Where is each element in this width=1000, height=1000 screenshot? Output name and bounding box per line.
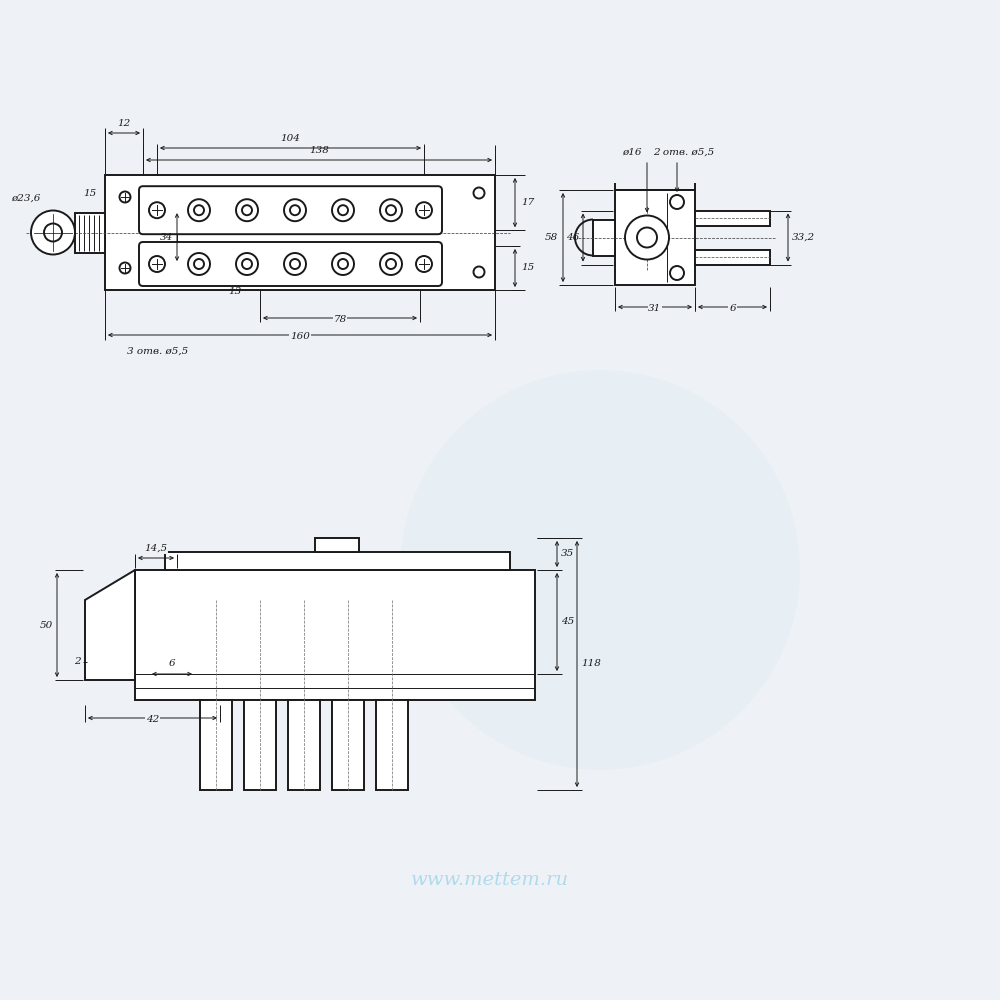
Text: ø23,6: ø23,6 — [11, 194, 41, 202]
Circle shape — [236, 253, 258, 275]
Circle shape — [670, 195, 684, 209]
Text: 14,5: 14,5 — [144, 544, 168, 553]
Text: 2: 2 — [74, 658, 81, 666]
Bar — [593, 220, 615, 255]
Circle shape — [474, 266, 484, 277]
Circle shape — [31, 211, 75, 254]
Circle shape — [242, 259, 252, 269]
Circle shape — [416, 202, 432, 218]
Circle shape — [236, 199, 258, 221]
Text: 42: 42 — [146, 715, 159, 724]
Text: 58: 58 — [545, 233, 558, 242]
FancyBboxPatch shape — [139, 186, 442, 234]
Text: 46: 46 — [566, 233, 579, 242]
Text: 31: 31 — [648, 304, 662, 313]
Text: 45: 45 — [561, 617, 574, 626]
Bar — [332, 700, 364, 790]
Text: 17: 17 — [521, 198, 534, 207]
Circle shape — [625, 216, 669, 259]
Bar — [695, 249, 770, 264]
Circle shape — [120, 192, 130, 202]
Circle shape — [670, 266, 684, 280]
Text: 138: 138 — [309, 146, 329, 155]
Bar — [288, 700, 320, 790]
Circle shape — [194, 205, 204, 215]
Text: 15: 15 — [84, 188, 97, 198]
Circle shape — [188, 253, 210, 275]
Circle shape — [400, 370, 800, 770]
Text: 33,2: 33,2 — [792, 233, 815, 242]
Bar — [244, 700, 276, 790]
Text: www.mettem.ru: www.mettem.ru — [411, 871, 569, 889]
Text: 15: 15 — [521, 263, 534, 272]
Text: 78: 78 — [333, 315, 347, 324]
Bar — [135, 570, 535, 700]
Circle shape — [386, 205, 396, 215]
Bar — [75, 213, 105, 252]
Circle shape — [474, 188, 484, 198]
Circle shape — [332, 253, 354, 275]
Text: 3 отв. ø5,5: 3 отв. ø5,5 — [127, 347, 188, 356]
Bar — [695, 211, 770, 226]
Text: 13: 13 — [228, 287, 242, 296]
Circle shape — [380, 253, 402, 275]
Circle shape — [44, 224, 62, 241]
Bar — [165, 552, 510, 570]
Text: 50: 50 — [40, 620, 53, 630]
Circle shape — [386, 259, 396, 269]
Circle shape — [416, 256, 432, 272]
Circle shape — [194, 259, 204, 269]
Text: 35: 35 — [561, 550, 574, 558]
Text: 34: 34 — [160, 233, 173, 242]
Circle shape — [188, 199, 210, 221]
Text: 2 отв. ø5,5: 2 отв. ø5,5 — [653, 148, 714, 157]
Bar — [105, 175, 495, 290]
Polygon shape — [85, 570, 135, 680]
Bar — [200, 700, 232, 790]
Bar — [315, 538, 359, 552]
Text: 118: 118 — [581, 660, 601, 668]
Circle shape — [149, 256, 165, 272]
Circle shape — [338, 259, 348, 269]
Circle shape — [338, 205, 348, 215]
Circle shape — [149, 202, 165, 218]
Circle shape — [120, 262, 130, 273]
Text: 160: 160 — [290, 332, 310, 341]
Text: 104: 104 — [281, 134, 300, 143]
Circle shape — [380, 199, 402, 221]
Text: ø16: ø16 — [622, 148, 642, 157]
Circle shape — [332, 199, 354, 221]
FancyBboxPatch shape — [139, 242, 442, 286]
Text: 12: 12 — [117, 119, 131, 128]
Circle shape — [284, 253, 306, 275]
Text: 6: 6 — [169, 659, 175, 668]
Circle shape — [242, 205, 252, 215]
Circle shape — [290, 205, 300, 215]
Bar — [615, 190, 695, 285]
Bar — [376, 700, 408, 790]
Text: 6: 6 — [729, 304, 736, 313]
Circle shape — [637, 228, 657, 247]
Circle shape — [290, 259, 300, 269]
Circle shape — [284, 199, 306, 221]
